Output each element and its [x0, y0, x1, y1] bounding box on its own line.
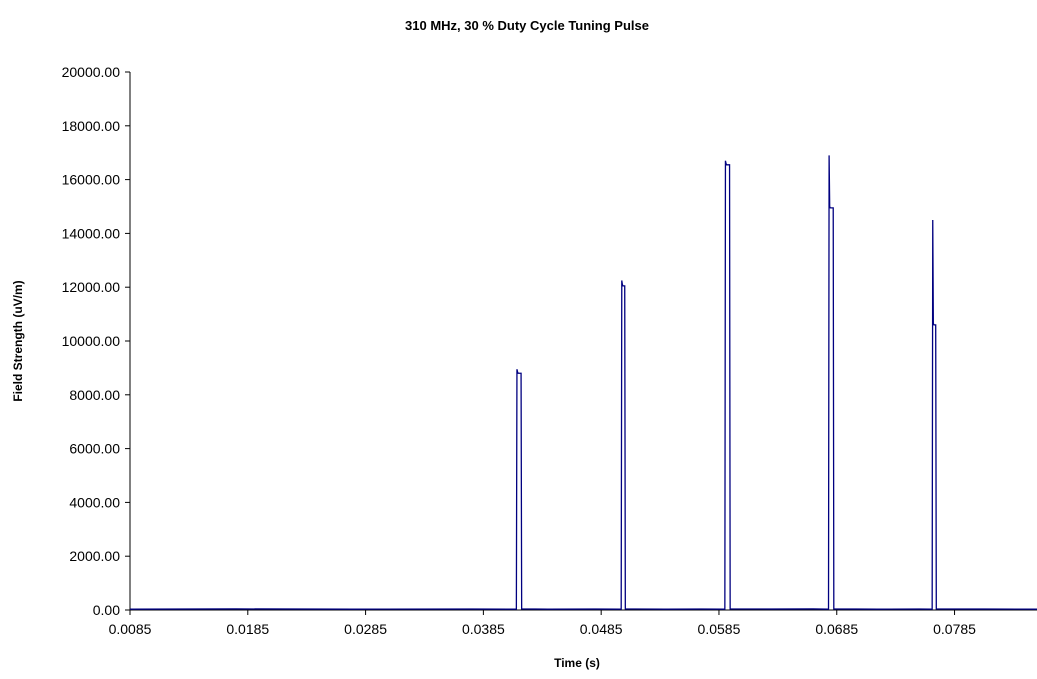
y-tick-label: 20000.00: [62, 64, 121, 80]
y-tick-label: 2000.00: [69, 548, 120, 564]
y-axis-label: Field Strength (uV/m): [11, 280, 25, 401]
y-tick-label: 8000.00: [69, 387, 120, 403]
x-tick-label: 0.0585: [698, 621, 741, 637]
y-tick-label: 16000.00: [62, 172, 121, 188]
chart-title: 310 MHz, 30 % Duty Cycle Tuning Pulse: [405, 18, 649, 33]
y-axis-ticks: 0.00 2000.00 4000.00 6000.00 8000.00 10000.00…: [62, 64, 130, 618]
series-line: [129, 155, 1037, 610]
x-tick-label: 0.0685: [815, 621, 858, 637]
x-tick-label: 0.0185: [226, 621, 269, 637]
y-tick-label: 0.00: [93, 602, 120, 618]
y-tick-label: 10000.00: [62, 333, 121, 349]
y-tick-label: 4000.00: [69, 494, 120, 510]
x-tick-label: 0.0085: [109, 621, 152, 637]
x-axis-label: Time (s): [554, 656, 600, 670]
y-tick-label: 6000.00: [69, 441, 120, 457]
x-tick-label: 0.0285: [344, 621, 387, 637]
x-axis-ticks: 0.0085 0.0185 0.0285 0.0385 0.0485 0.0585 0.06…: [109, 610, 976, 637]
y-tick-label: 12000.00: [62, 279, 121, 295]
x-tick-label: 0.0785: [933, 621, 976, 637]
x-tick-label: 0.0385: [462, 621, 505, 637]
y-tick-label: 18000.00: [62, 118, 121, 134]
y-tick-label: 14000.00: [62, 225, 121, 241]
x-tick-label: 0.0485: [580, 621, 623, 637]
